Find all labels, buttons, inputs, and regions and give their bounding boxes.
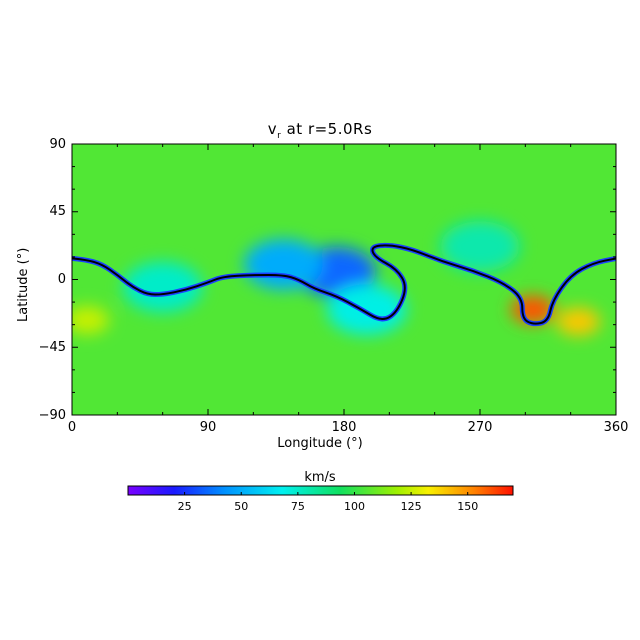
colorbar-tick-label-2: 75 — [290, 500, 305, 513]
y-axis-label: Latitude (°) — [16, 247, 31, 322]
current-sheet-line — [72, 244, 616, 325]
heatmap-feature-7 — [440, 221, 520, 272]
colorbar-tick-label-4: 125 — [400, 500, 422, 513]
chart-title: vr at r=5.0Rs — [267, 120, 373, 141]
x-axis-label: Longitude (°) — [277, 436, 363, 451]
y-tick-label-0: 90 — [49, 136, 66, 152]
colorbar-tick-label-0: 25 — [177, 500, 192, 513]
colorbar — [127, 485, 514, 496]
x-tick-label-4: 360 — [603, 420, 629, 435]
heatmap-features — [72, 221, 601, 336]
x-tick-label-0: 0 — [67, 420, 77, 435]
y-tick-label-2: 0 — [57, 272, 66, 287]
y-tick-label-3: −45 — [38, 339, 66, 355]
y-tick-label-1: 45 — [49, 204, 66, 220]
colorbar-ticks — [184, 492, 469, 495]
heatmap-feature-4 — [243, 239, 324, 290]
heatmap-feature-2 — [72, 306, 110, 335]
y-axis-label-wrap: Latitude (°) — [16, 238, 32, 322]
heatmap-feature-6 — [327, 284, 407, 335]
x-tick-label-1: 90 — [199, 420, 217, 435]
y-tick-label-4: −90 — [38, 407, 66, 423]
colorbar-title: km/s — [304, 470, 336, 485]
colorbar-tick-label-3: 100 — [343, 500, 365, 513]
x-tick-label-3: 270 — [467, 420, 493, 435]
heatmap-feature-1 — [556, 307, 601, 336]
colorbar-tick-label-1: 50 — [234, 500, 249, 513]
heatmap-feature-5 — [123, 261, 203, 313]
colorbar-tick-label-5: 150 — [457, 500, 479, 513]
x-tick-label-2: 180 — [331, 420, 357, 435]
axis-ticks — [71, 143, 617, 416]
plot-area — [72, 144, 616, 415]
